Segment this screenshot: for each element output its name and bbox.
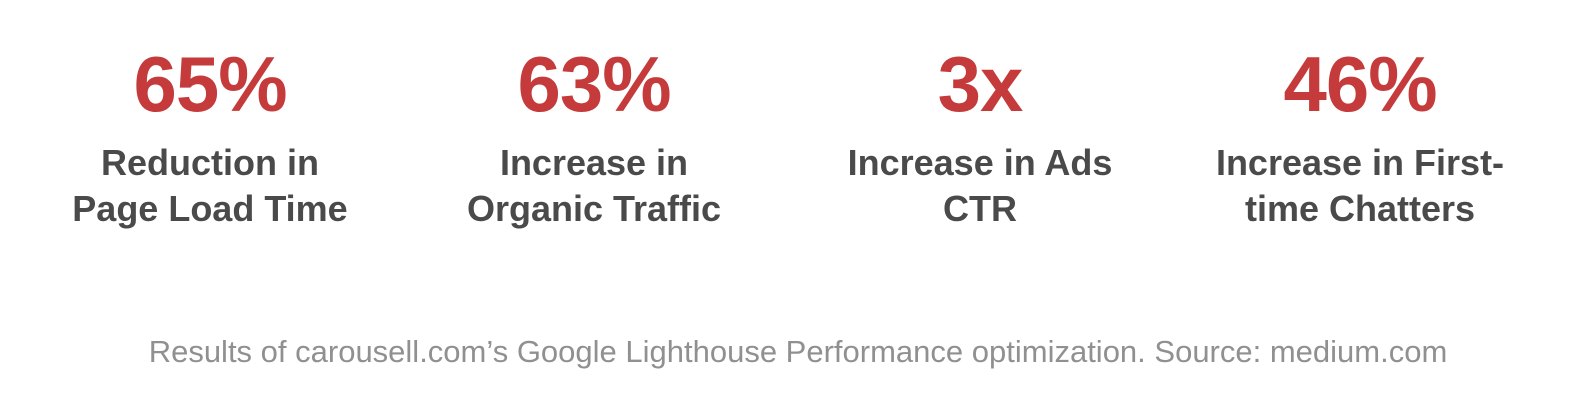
stat-label-line: CTR <box>943 188 1017 229</box>
stat-label: Increase in Organic Traffic <box>424 140 764 232</box>
stat-value: 3x <box>937 40 1024 128</box>
stat-label-line: Page Load Time <box>72 188 348 229</box>
stat-page-load-time: 65% Reduction in Page Load Time <box>40 38 380 232</box>
stat-label: Increase in First- time Chatters <box>1190 140 1530 232</box>
stat-label: Reduction in Page Load Time <box>40 140 380 232</box>
stat-label-line: Increase in First- <box>1215 142 1505 183</box>
stat-label-line: Increase in <box>499 142 689 183</box>
stat-label: Increase in Ads CTR <box>810 140 1150 232</box>
source-caption: Results of carousell.com’s Google Lighth… <box>148 334 1448 369</box>
stat-organic-traffic: 63% Increase in Organic Traffic <box>424 38 764 232</box>
stat-label-line: time Chatters <box>1244 188 1476 229</box>
stat-label-line: Reduction in <box>101 142 319 183</box>
stat-first-time-chatters: 46% Increase in First- time Chatters <box>1190 38 1530 232</box>
stat-label-line: Organic Traffic <box>466 188 722 229</box>
stat-value: 46% <box>1283 40 1437 128</box>
stat-ads-ctr: 3x Increase in Ads CTR <box>810 38 1150 232</box>
stat-value: 63% <box>517 40 671 128</box>
stat-value: 65% <box>133 40 287 128</box>
stats-row: 65% Reduction in Page Load Time 63% Incr… <box>40 38 1530 232</box>
stat-label-line: Increase in Ads <box>847 142 1113 183</box>
